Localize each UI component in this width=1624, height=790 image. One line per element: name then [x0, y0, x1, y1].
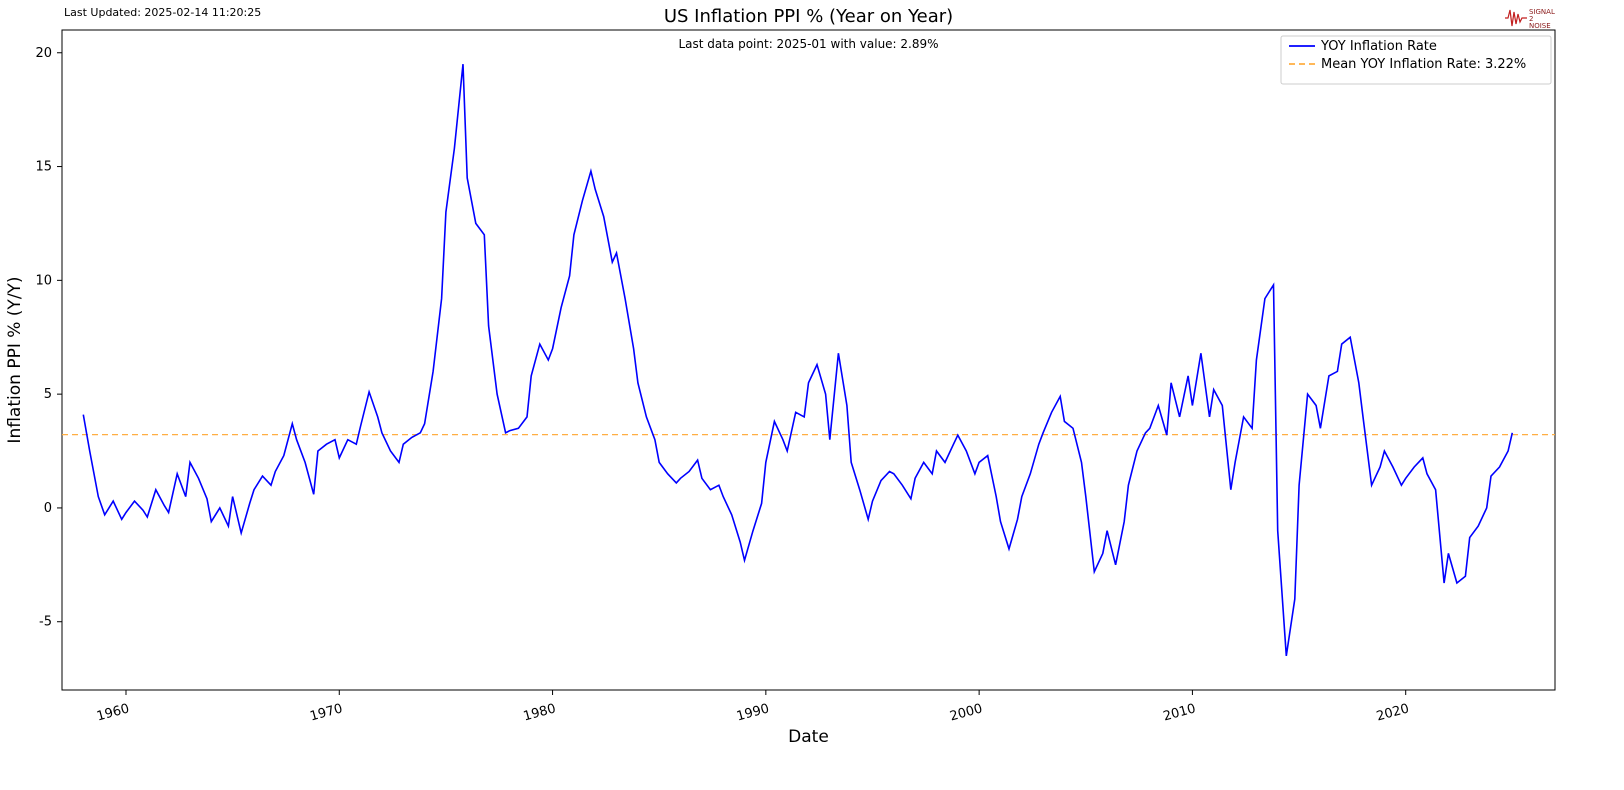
x-tick-label: 2000 — [948, 701, 984, 724]
x-tick-label: 1960 — [95, 701, 131, 724]
plot-area — [62, 30, 1555, 690]
x-tick-label: 2020 — [1375, 701, 1411, 724]
y-tick-label: 15 — [35, 160, 52, 175]
x-tick-label: 2010 — [1162, 701, 1198, 724]
chart-subtitle: Last data point: 2025-01 with value: 2.8… — [678, 37, 938, 51]
chart-title: US Inflation PPI % (Year on Year) — [664, 6, 953, 27]
series-line — [83, 64, 1512, 656]
x-tick-label: 1970 — [308, 701, 344, 724]
x-axis-label: Date — [788, 727, 829, 747]
y-tick-label: 10 — [35, 273, 52, 288]
y-tick-label: 5 — [44, 387, 52, 402]
signal2noise-logo: SIGNAL2NOISE — [1505, 8, 1555, 30]
legend: YOY Inflation Rate Mean YOY Inflation Rat… — [1281, 36, 1551, 84]
x-tick-label: 1990 — [735, 701, 771, 724]
legend-label: YOY Inflation Rate — [1320, 39, 1437, 54]
y-axis-label: Inflation PPI % (Y/Y) — [5, 276, 25, 443]
inflation-ppi-chart: -5 0 5 10 15 20 1960 1970 1980 1990 2000 2010 2020 Da… — [0, 0, 1624, 790]
x-tick-label: 1980 — [522, 701, 558, 724]
y-tick-label: 20 — [35, 46, 52, 61]
legend-label: Mean YOY Inflation Rate: 3.22% — [1321, 57, 1526, 72]
y-tick-label: -5 — [39, 615, 52, 630]
logo-text-3: NOISE — [1529, 22, 1551, 30]
last-updated-label: Last Updated: 2025-02-14 11:20:25 — [64, 6, 261, 19]
y-tick-label: 0 — [44, 501, 52, 516]
logo-waveform-icon — [1505, 10, 1527, 26]
